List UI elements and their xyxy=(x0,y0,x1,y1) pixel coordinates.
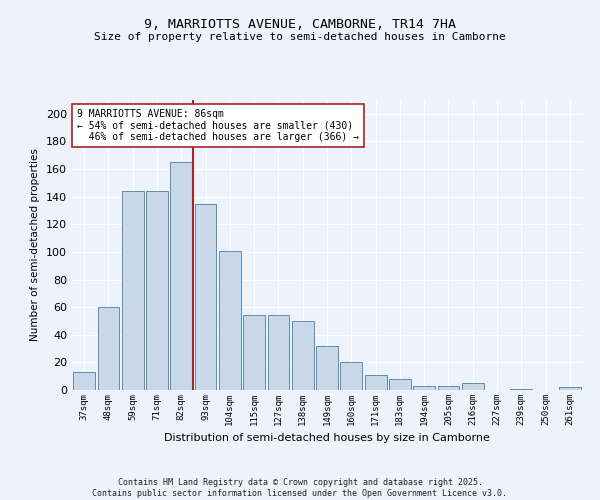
Bar xyxy=(170,162,192,390)
Bar xyxy=(365,375,386,390)
Y-axis label: Number of semi-detached properties: Number of semi-detached properties xyxy=(31,148,40,342)
Bar xyxy=(97,307,119,390)
Bar xyxy=(511,388,532,390)
Bar xyxy=(462,383,484,390)
Bar xyxy=(194,204,217,390)
Text: 9 MARRIOTTS AVENUE: 86sqm
← 54% of semi-detached houses are smaller (430)
  46% : 9 MARRIOTTS AVENUE: 86sqm ← 54% of semi-… xyxy=(77,108,359,142)
Bar xyxy=(413,386,435,390)
Bar xyxy=(316,346,338,390)
Bar xyxy=(389,379,411,390)
Bar xyxy=(340,362,362,390)
X-axis label: Distribution of semi-detached houses by size in Camborne: Distribution of semi-detached houses by … xyxy=(164,434,490,444)
Text: Size of property relative to semi-detached houses in Camborne: Size of property relative to semi-detach… xyxy=(94,32,506,42)
Bar xyxy=(268,316,289,390)
Bar xyxy=(243,316,265,390)
Bar xyxy=(559,387,581,390)
Bar xyxy=(437,386,460,390)
Bar xyxy=(292,321,314,390)
Bar xyxy=(146,191,168,390)
Bar xyxy=(122,191,143,390)
Text: 9, MARRIOTTS AVENUE, CAMBORNE, TR14 7HA: 9, MARRIOTTS AVENUE, CAMBORNE, TR14 7HA xyxy=(144,18,456,30)
Bar xyxy=(73,372,95,390)
Bar xyxy=(219,250,241,390)
Text: Contains HM Land Registry data © Crown copyright and database right 2025.
Contai: Contains HM Land Registry data © Crown c… xyxy=(92,478,508,498)
